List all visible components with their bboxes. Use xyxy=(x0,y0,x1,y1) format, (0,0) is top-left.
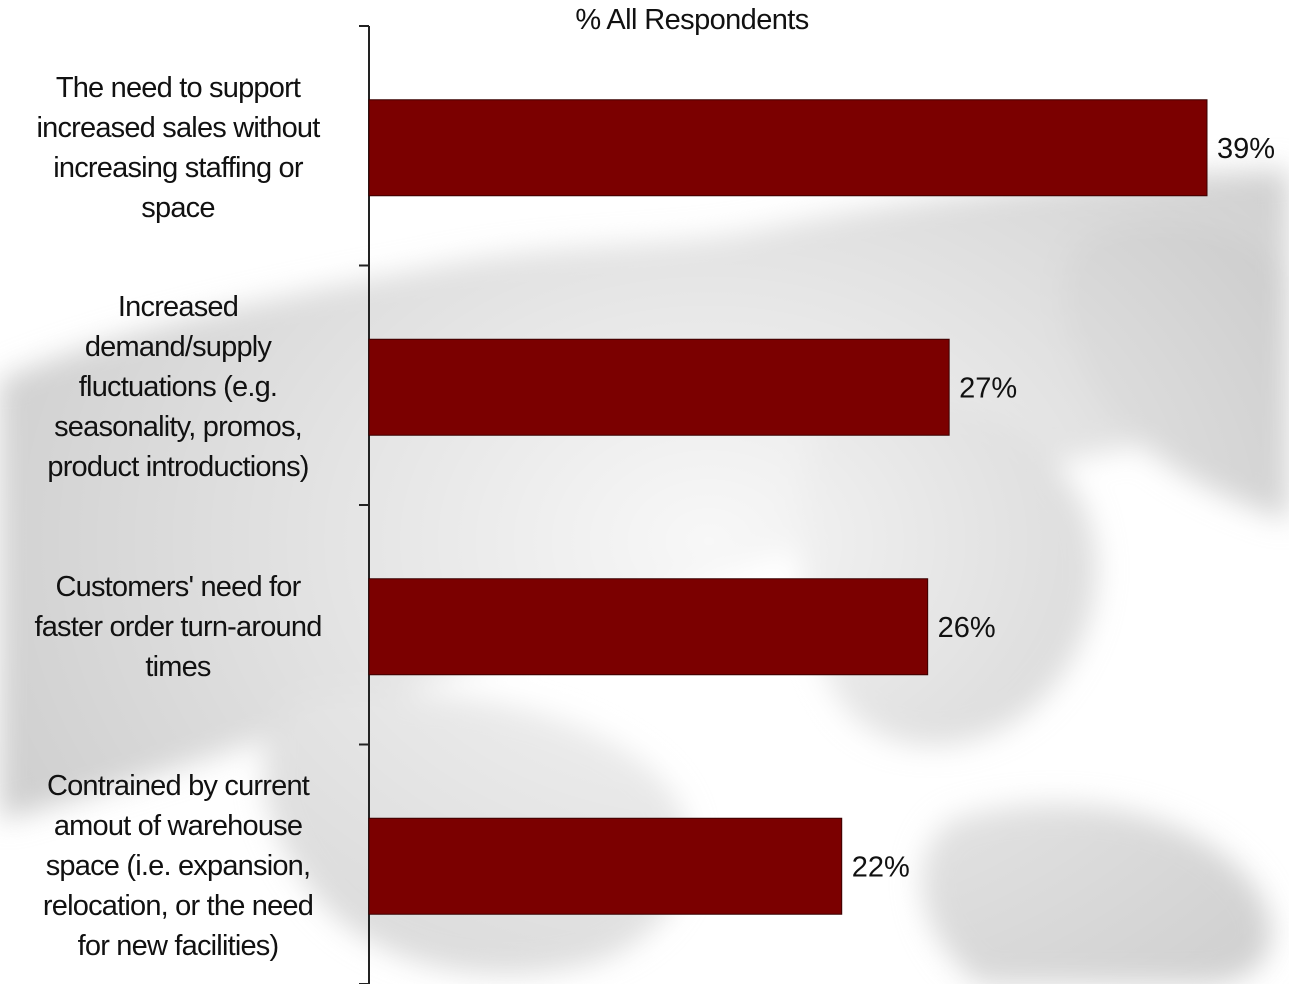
category-label-line: for new facilities) xyxy=(77,930,280,963)
data-label: 27% xyxy=(959,372,1017,404)
category-label: Contrained by current amout of warehouse s… xyxy=(8,766,348,966)
category-label-line: fluctuations (e.g. xyxy=(78,371,278,404)
category-label-line: seasonality, promos, xyxy=(54,411,303,444)
category-label-line: Increased xyxy=(117,291,239,324)
category-label-line: Contrained by current xyxy=(46,770,310,803)
bars xyxy=(368,99,1208,915)
category-label: The need to support increased sales witho… xyxy=(8,68,348,228)
data-labels: 39% 27% 26% 22% xyxy=(852,133,1275,884)
chart-title: % All Respondents xyxy=(575,4,809,36)
category-label-line: The need to support xyxy=(55,71,301,104)
category-label-line: product introductions) xyxy=(47,451,309,484)
category-label-line: increasing staffing or xyxy=(53,151,303,184)
data-label: 22% xyxy=(852,851,910,883)
y-axis xyxy=(359,25,370,984)
category-label-line: Customers' need for xyxy=(55,570,301,603)
category-label: Increased demand/supply fluctuations (e.g.… xyxy=(8,287,348,487)
category-label: Customers' need for faster order turn-aro… xyxy=(8,567,348,687)
category-label-line: space xyxy=(141,191,215,224)
data-label: 39% xyxy=(1217,133,1275,165)
category-label-line: times xyxy=(145,650,211,683)
bar xyxy=(368,578,929,676)
category-label-line: space (i.e. expansion, xyxy=(45,850,311,883)
category-label-line: amout of warehouse xyxy=(53,810,303,843)
bar xyxy=(368,817,843,915)
category-label-line: relocation, or the need xyxy=(42,890,314,923)
data-label: 26% xyxy=(938,612,996,644)
category-label-line: demand/supply xyxy=(84,331,272,364)
category-label-line: increased sales without xyxy=(36,111,320,144)
bar xyxy=(368,338,950,436)
bar xyxy=(368,99,1208,197)
category-label-line: faster order turn-around xyxy=(34,610,322,643)
